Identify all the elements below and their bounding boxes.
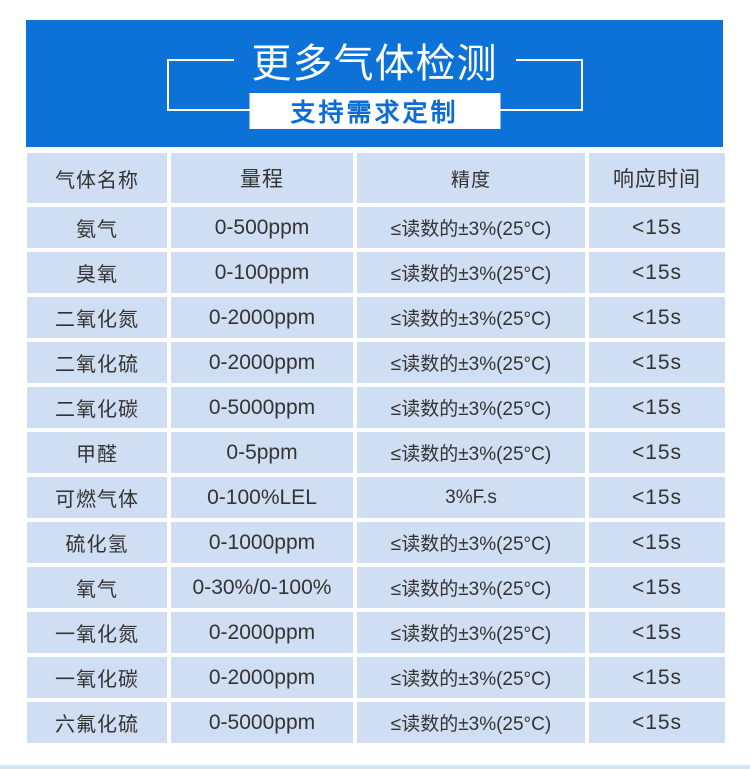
row-10-cell-accuracy: ≤读数的±3%(25°C): [357, 657, 585, 698]
row-2-cell-range: 0-2000ppm: [171, 297, 353, 338]
row-3-cell-gas-name: 二氧化硫: [27, 342, 167, 383]
row-8-cell-accuracy: ≤读数的±3%(25°C): [357, 567, 585, 608]
row-1-cell-response-time: <15s: [589, 252, 725, 293]
row-8-cell-gas-name: 氧气: [27, 567, 167, 608]
row-5-cell-range: 0-5ppm: [171, 432, 353, 473]
header-cell-response-time: 响应时间: [589, 153, 725, 203]
row-9-cell-response-time: <15s: [589, 612, 725, 653]
row-1-cell-gas-name: 臭氧: [27, 252, 167, 293]
header-cell-range: 量程: [171, 153, 353, 203]
header-cell-accuracy: 精度: [357, 153, 585, 203]
row-0-cell-accuracy: ≤读数的±3%(25°C): [357, 207, 585, 248]
row-6-cell-response-time: <15s: [589, 477, 725, 518]
row-6-cell-gas-name: 可燃气体: [27, 477, 167, 518]
row-3-cell-response-time: <15s: [589, 342, 725, 383]
row-5-cell-gas-name: 甲醛: [27, 432, 167, 473]
row-9-cell-gas-name: 一氧化氮: [27, 612, 167, 653]
row-5-cell-response-time: <15s: [589, 432, 725, 473]
row-6-cell-accuracy: 3%F.s: [357, 477, 585, 518]
row-10-cell-response-time: <15s: [589, 657, 725, 698]
row-9-cell-range: 0-2000ppm: [171, 612, 353, 653]
gas-spec-table: 气体名称 量程 精度 响应时间 氨气 0-500ppm ≤读数的±3%(25°C) <15s 臭…: [27, 153, 725, 743]
row-5-cell-accuracy: ≤读数的±3%(25°C): [357, 432, 585, 473]
header-banner: 更多气体检测 支持需求定制: [26, 20, 723, 147]
row-9-cell-accuracy: ≤读数的±3%(25°C): [357, 612, 585, 653]
row-7-cell-response-time: <15s: [589, 522, 725, 563]
row-4-cell-range: 0-5000ppm: [171, 387, 353, 428]
row-8-cell-range: 0-30%/0-100%: [171, 567, 353, 608]
row-11-cell-accuracy: ≤读数的±3%(25°C): [357, 702, 585, 743]
subtitle-label: 支持需求定制: [290, 99, 459, 127]
row-4-cell-response-time: <15s: [589, 387, 725, 428]
row-7-cell-accuracy: ≤读数的±3%(25°C): [357, 522, 585, 563]
row-0-cell-range: 0-500ppm: [171, 207, 353, 248]
row-6-cell-range: 0-100%LEL: [171, 477, 353, 518]
row-10-cell-range: 0-2000ppm: [171, 657, 353, 698]
row-2-cell-accuracy: ≤读数的±3%(25°C): [357, 297, 585, 338]
row-11-cell-range: 0-5000ppm: [171, 702, 353, 743]
row-11-cell-gas-name: 六氟化硫: [27, 702, 167, 743]
row-7-cell-gas-name: 硫化氢: [27, 522, 167, 563]
row-3-cell-accuracy: ≤读数的±3%(25°C): [357, 342, 585, 383]
row-11-cell-response-time: <15s: [589, 702, 725, 743]
row-3-cell-range: 0-2000ppm: [171, 342, 353, 383]
row-4-cell-accuracy: ≤读数的±3%(25°C): [357, 387, 585, 428]
row-2-cell-response-time: <15s: [589, 297, 725, 338]
row-0-cell-gas-name: 氨气: [27, 207, 167, 248]
row-4-cell-gas-name: 二氧化碳: [27, 387, 167, 428]
row-10-cell-gas-name: 一氧化碳: [27, 657, 167, 698]
bottom-strip: [0, 765, 750, 769]
row-1-cell-range: 0-100ppm: [171, 252, 353, 293]
row-0-cell-response-time: <15s: [589, 207, 725, 248]
row-8-cell-response-time: <15s: [589, 567, 725, 608]
row-2-cell-gas-name: 二氧化氮: [27, 297, 167, 338]
header-cell-gas-name: 气体名称: [27, 153, 167, 203]
subtitle-badge: 支持需求定制: [249, 93, 500, 129]
page-title: 更多气体检测: [233, 31, 516, 89]
row-7-cell-range: 0-1000ppm: [171, 522, 353, 563]
row-1-cell-accuracy: ≤读数的±3%(25°C): [357, 252, 585, 293]
